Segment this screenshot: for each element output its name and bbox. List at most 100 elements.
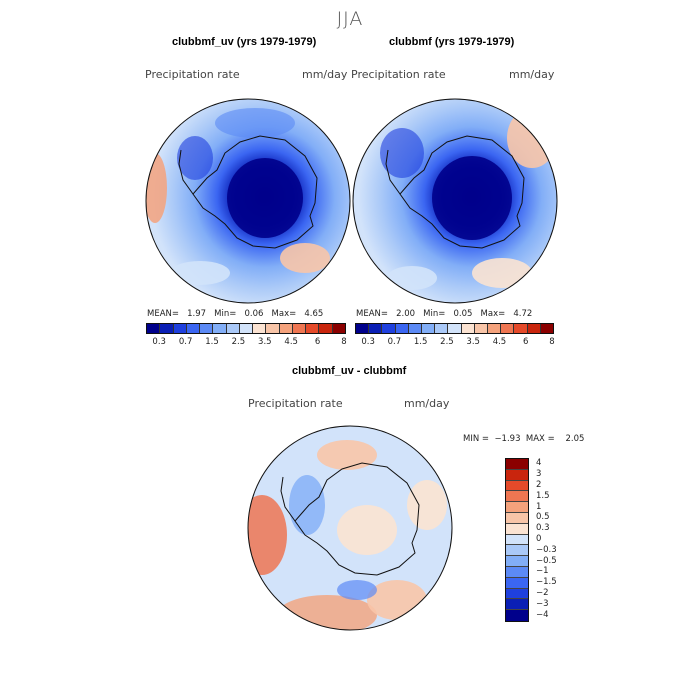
colorbar-swatch — [408, 324, 423, 333]
colorbar-swatch — [369, 324, 383, 333]
colorbar-swatch — [173, 324, 187, 333]
colorbar-swatch — [506, 469, 528, 481]
colorbar-swatch — [488, 324, 502, 333]
colorbar-swatch — [474, 324, 489, 333]
colorbar-tick-label: 8 — [341, 337, 347, 347]
colorbar-swatch — [514, 324, 528, 333]
panel2-peninsula-coastline — [385, 149, 401, 195]
colorbar-swatch — [382, 324, 396, 333]
colorbar-swatch — [253, 324, 267, 333]
colorbar-tick-label: 0 — [536, 534, 542, 544]
colorbar-tick-label: −3 — [536, 598, 549, 609]
colorbar-tick-label: −1.5 — [536, 577, 557, 588]
colorbar-tick-label: 2.5 — [231, 337, 246, 347]
colorbar-swatch — [506, 556, 528, 567]
colorbar-tick-label: 1.5 — [536, 490, 550, 501]
panel3-variable-label: Precipitation rate — [248, 397, 343, 410]
colorbar-tick-label: 0.5 — [536, 512, 550, 523]
colorbar-swatch — [506, 599, 528, 611]
panel1-colorbar — [146, 323, 346, 334]
colorbar-swatch — [506, 459, 528, 470]
colorbar-swatch — [506, 480, 528, 492]
colorbar-swatch — [506, 534, 528, 546]
colorbar-tick-label: 1.5 — [413, 337, 428, 347]
colorbar-tick-label: 0.7 — [178, 337, 193, 347]
colorbar-tick-label: −0.5 — [536, 555, 557, 566]
panel2-title: clubbmf (yrs 1979-1979) — [389, 36, 515, 48]
colorbar-tick-label: 3.5 — [466, 337, 480, 347]
colorbar-swatch — [147, 324, 161, 333]
colorbar-swatch — [506, 502, 528, 513]
colorbar-tick-label: 1.5 — [205, 337, 219, 347]
colorbar-tick-label: 6 — [523, 337, 529, 347]
panel3-colorbar-ticks: 4 3 2 1.5 1 0.5 0.3 0 −0.3 −0.5 −1 −1.5 −2 −3 −4 — [536, 458, 576, 620]
panel2-colorbar — [355, 323, 554, 334]
colorbar-swatch — [527, 324, 541, 333]
colorbar-tick-label: 0.3 — [361, 337, 375, 347]
colorbar-swatch — [239, 324, 254, 333]
colorbar-tick-label: 4.5 — [284, 337, 298, 347]
colorbar-swatch — [506, 610, 528, 621]
panel3-units-label: mm/day — [404, 397, 450, 410]
colorbar-swatch — [186, 324, 201, 333]
colorbar-tick-label: 0.7 — [387, 337, 402, 347]
colorbar-tick-label: 1 — [536, 501, 542, 512]
panel1-title: clubbmf_uv (yrs 1979-1979) — [172, 36, 317, 48]
colorbar-swatch — [435, 324, 449, 333]
panel3-antarctica-coastline — [294, 462, 420, 576]
colorbar-swatch — [501, 324, 515, 333]
colorbar-swatch — [506, 512, 528, 524]
colorbar-swatch — [395, 324, 409, 333]
colorbar-swatch — [200, 324, 214, 333]
colorbar-swatch — [319, 324, 333, 333]
panel1-stats: MEAN= 1.97 Min= 0.06 Max= 4.65 — [147, 309, 324, 319]
colorbar-swatch — [160, 324, 174, 333]
panel2-units-label: mm/day — [509, 68, 555, 81]
colorbar-tick-label: 6 — [314, 337, 321, 347]
colorbar-swatch — [506, 577, 528, 589]
panel2-antarctica-coastline — [399, 135, 525, 249]
panel3-title: clubbmf_uv - clubbmf — [292, 365, 407, 377]
colorbar-tick-label: −2 — [536, 588, 549, 598]
colorbar-swatch — [540, 324, 554, 333]
panel3-stats: MIN = −1.93 MAX = 2.05 — [463, 434, 585, 444]
colorbar-tick-label: −0.3 — [536, 544, 557, 555]
panel1-units-label: mm/day — [302, 68, 348, 81]
colorbar-tick-label: 3 — [536, 469, 542, 480]
panel1-polar-map — [145, 98, 351, 304]
colorbar-swatch — [332, 324, 345, 333]
colorbar-swatch — [506, 588, 528, 600]
colorbar-tick-label: 0.3 — [152, 337, 166, 347]
colorbar-tick-label: −4 — [536, 609, 549, 620]
colorbar-tick-label: −1 — [536, 566, 549, 577]
panel2-colorbar-ticks: 0.3 0.7 1.5 2.5 3.5 4.5 6 8 — [355, 337, 555, 349]
panel3-polar-map — [247, 425, 453, 631]
panel1-colorbar-ticks: 0.3 0.7 1.5 2.5 3.5 4.5 6 8 — [146, 337, 347, 349]
colorbar-swatch — [461, 324, 475, 333]
season-title: JJA — [336, 8, 364, 30]
panel1-peninsula-coastline — [178, 149, 194, 195]
colorbar-swatch — [506, 566, 528, 578]
panel2-variable-label: Precipitation rate — [351, 68, 446, 81]
colorbar-tick-label: 4 — [536, 458, 542, 469]
panel3-colorbar — [505, 458, 529, 622]
colorbar-swatch — [292, 324, 307, 333]
colorbar-tick-label: 0.3 — [536, 523, 550, 534]
colorbar-tick-label: 4.5 — [492, 337, 507, 347]
panel1-antarctica-coastline — [192, 135, 318, 249]
panel2-polar-map — [352, 98, 558, 304]
colorbar-swatch — [266, 324, 280, 333]
colorbar-swatch — [356, 324, 370, 333]
colorbar-tick-label: 2.5 — [440, 337, 454, 347]
panel3-peninsula-coastline — [280, 476, 296, 522]
panel2-stats: MEAN= 2.00 Min= 0.05 Max= 4.72 — [356, 309, 533, 319]
colorbar-tick-label: 3.5 — [258, 337, 272, 347]
colorbar-swatch — [306, 324, 320, 333]
colorbar-swatch — [422, 324, 436, 333]
colorbar-swatch — [226, 324, 240, 333]
colorbar-tick-label: 8 — [549, 337, 555, 347]
colorbar-swatch — [506, 523, 528, 535]
colorbar-tick-label: 2 — [536, 480, 542, 490]
colorbar-swatch — [213, 324, 227, 333]
